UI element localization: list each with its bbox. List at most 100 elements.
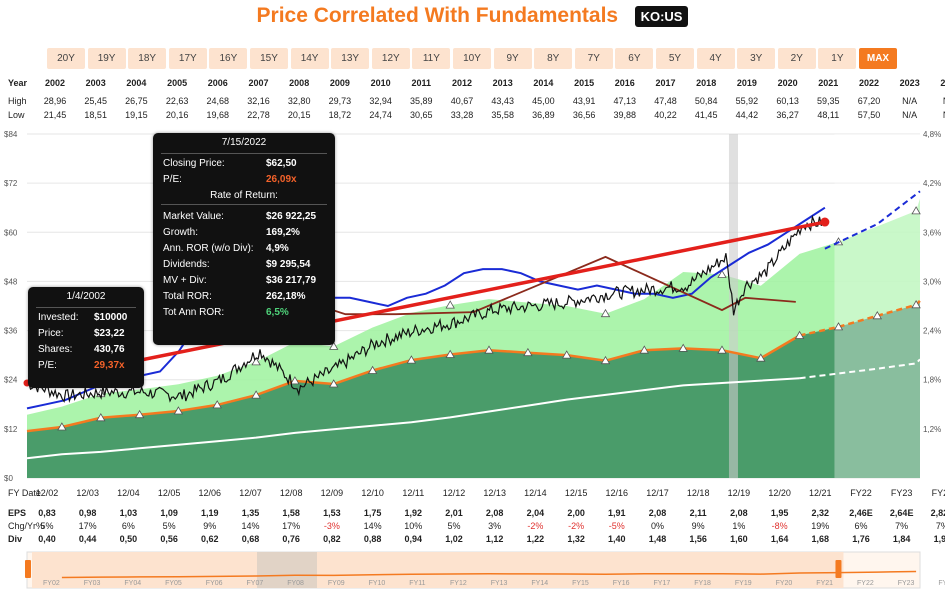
- range-button-5y[interactable]: 5Y: [656, 48, 694, 69]
- low-cell: 36,89: [532, 110, 555, 120]
- low-cell: N/A: [902, 110, 918, 120]
- range-button-15y[interactable]: 15Y: [250, 48, 288, 69]
- range-button-11y[interactable]: 11Y: [412, 48, 451, 69]
- high-cell: 22,63: [165, 96, 189, 106]
- fair-value-marker: [329, 341, 339, 350]
- range-button-19y[interactable]: 19Y: [87, 48, 126, 69]
- y-tick-label-left: $84: [4, 130, 18, 139]
- range-button-8y[interactable]: 8Y: [534, 48, 573, 69]
- range-button-9y[interactable]: 9Y: [493, 48, 532, 69]
- range-button-16y[interactable]: 16Y: [209, 48, 248, 69]
- range-button-14y[interactable]: 14Y: [290, 48, 329, 69]
- chg-cell: 14%: [241, 521, 260, 531]
- row-label: Chg/Yr%: [8, 521, 45, 531]
- year-cell: 2022: [858, 78, 880, 88]
- row-year: Year 2002 2003 2004 2005 2006 2007 2008 2009 2010…: [0, 78, 945, 90]
- div-cell: 1,32: [567, 534, 585, 544]
- y-tick-label-left: $24: [4, 376, 18, 385]
- tooltip-end-ror-heading: Rate of Return:: [161, 190, 327, 205]
- div-cell: 1,22: [526, 534, 545, 544]
- chg-cell: -3%: [323, 521, 340, 531]
- fy-cell: 12/18: [686, 488, 710, 498]
- range-button-12y[interactable]: 12Y: [371, 48, 410, 69]
- chg-cell: 17%: [78, 521, 97, 531]
- fy-cell: 12/09: [320, 488, 344, 498]
- year-cell: 2006: [207, 78, 228, 88]
- low-cell: 57,50: [857, 110, 881, 120]
- high-cell: 32,94: [369, 96, 392, 106]
- tooltip-end-growth: Growth: 169,2%: [163, 227, 300, 238]
- range-button-20y[interactable]: 20Y: [47, 48, 85, 69]
- projection-shade: [834, 134, 920, 478]
- high-cell: 25,45: [84, 96, 107, 106]
- tooltip-end-mv-div: MV + Div: $36 217,79: [163, 275, 317, 286]
- range-button-3y[interactable]: 3Y: [737, 48, 776, 69]
- high-cell: 59,35: [817, 96, 840, 106]
- y-tick-label-right: 2,4%: [923, 327, 941, 336]
- eps-marker: [212, 400, 222, 409]
- year-cell: 2013: [492, 78, 513, 88]
- fy-cell: 12/12: [442, 488, 466, 498]
- range-button-max[interactable]: MAX: [859, 48, 897, 69]
- eps-cell: 1,92: [404, 508, 423, 518]
- fundamentals-area: [27, 300, 920, 478]
- year-cell: 2023: [899, 78, 920, 88]
- eps-marker: [639, 345, 649, 354]
- low-cell: 48,11: [817, 110, 840, 120]
- eps-cell: 1,03: [119, 508, 138, 518]
- eps-cell: 2,32: [811, 508, 830, 518]
- ror-end-point: [820, 217, 830, 227]
- div-cell: 0,94: [404, 534, 423, 544]
- year-cell: 2005: [167, 78, 188, 88]
- row-chg: Chg/Yr% 5% 17% 6% 5% 9% 14% 17% -3% 14% 10% 5% 3% -2%…: [0, 521, 945, 533]
- eps-marker: [794, 330, 805, 339]
- year-cell: 2021: [818, 78, 839, 88]
- chg-cell: 19%: [811, 521, 830, 531]
- range-button-13y[interactable]: 13Y: [331, 48, 370, 69]
- low-cell: N/A: [930, 110, 945, 120]
- div-cell: 1,84: [892, 534, 911, 544]
- eps-marker: [872, 310, 882, 320]
- navigator-label: FY08: [287, 580, 304, 587]
- eps-cell: 1,95: [770, 508, 789, 518]
- navigator-label: FY24: [938, 580, 945, 587]
- range-button-4y[interactable]: 4Y: [696, 48, 735, 69]
- eps-cell: 1,19: [201, 508, 219, 518]
- low-cell: 40,22: [654, 110, 677, 120]
- low-cell: 44,42: [735, 110, 759, 120]
- fy-cell: 12/13: [483, 488, 506, 498]
- chg-cell: 5%: [162, 521, 176, 531]
- range-button-18y[interactable]: 18Y: [128, 48, 167, 69]
- tooltip-start-date: 1/4/2002: [36, 287, 136, 308]
- y-tick-label-right: 1,2%: [923, 425, 941, 434]
- eps-cell: 0,83: [38, 508, 56, 518]
- eps-marker: [756, 353, 766, 362]
- range-button-7y[interactable]: 7Y: [574, 48, 613, 69]
- range-button-17y[interactable]: 17Y: [168, 48, 207, 69]
- ror-line: [26, 220, 826, 385]
- tooltip-start-invested: Invested: $10000: [38, 312, 128, 323]
- y-tick-label-left: $60: [4, 228, 18, 237]
- range-button-2y[interactable]: 2Y: [777, 48, 816, 69]
- eps-marker: [484, 345, 494, 354]
- chg-cell: 3%: [488, 521, 502, 531]
- range-button-10y[interactable]: 10Y: [453, 48, 491, 69]
- eps-cell: 1,09: [160, 508, 178, 518]
- eps-cell: 2,08: [648, 508, 667, 518]
- navigator-handle-right: [835, 560, 842, 578]
- range-button-1y[interactable]: 1Y: [818, 48, 857, 69]
- eps-marker: [523, 347, 533, 357]
- chg-cell: -5%: [608, 521, 625, 531]
- navigator-label: FY03: [84, 580, 101, 587]
- eps-cell: 2,08: [730, 508, 748, 518]
- chg-cell: -2%: [568, 521, 585, 531]
- range-button-6y[interactable]: 6Y: [615, 48, 654, 69]
- eps-marker: [367, 365, 378, 374]
- fy-cell: 12/07: [239, 488, 262, 498]
- eps-cell: 2,04: [526, 508, 545, 518]
- navigator-label: FY19: [735, 580, 752, 587]
- year-cell: 2015: [574, 78, 595, 88]
- high-cell: 60,13: [776, 96, 799, 106]
- eps-marker: [290, 376, 300, 385]
- div-cell: 1,02: [445, 534, 463, 544]
